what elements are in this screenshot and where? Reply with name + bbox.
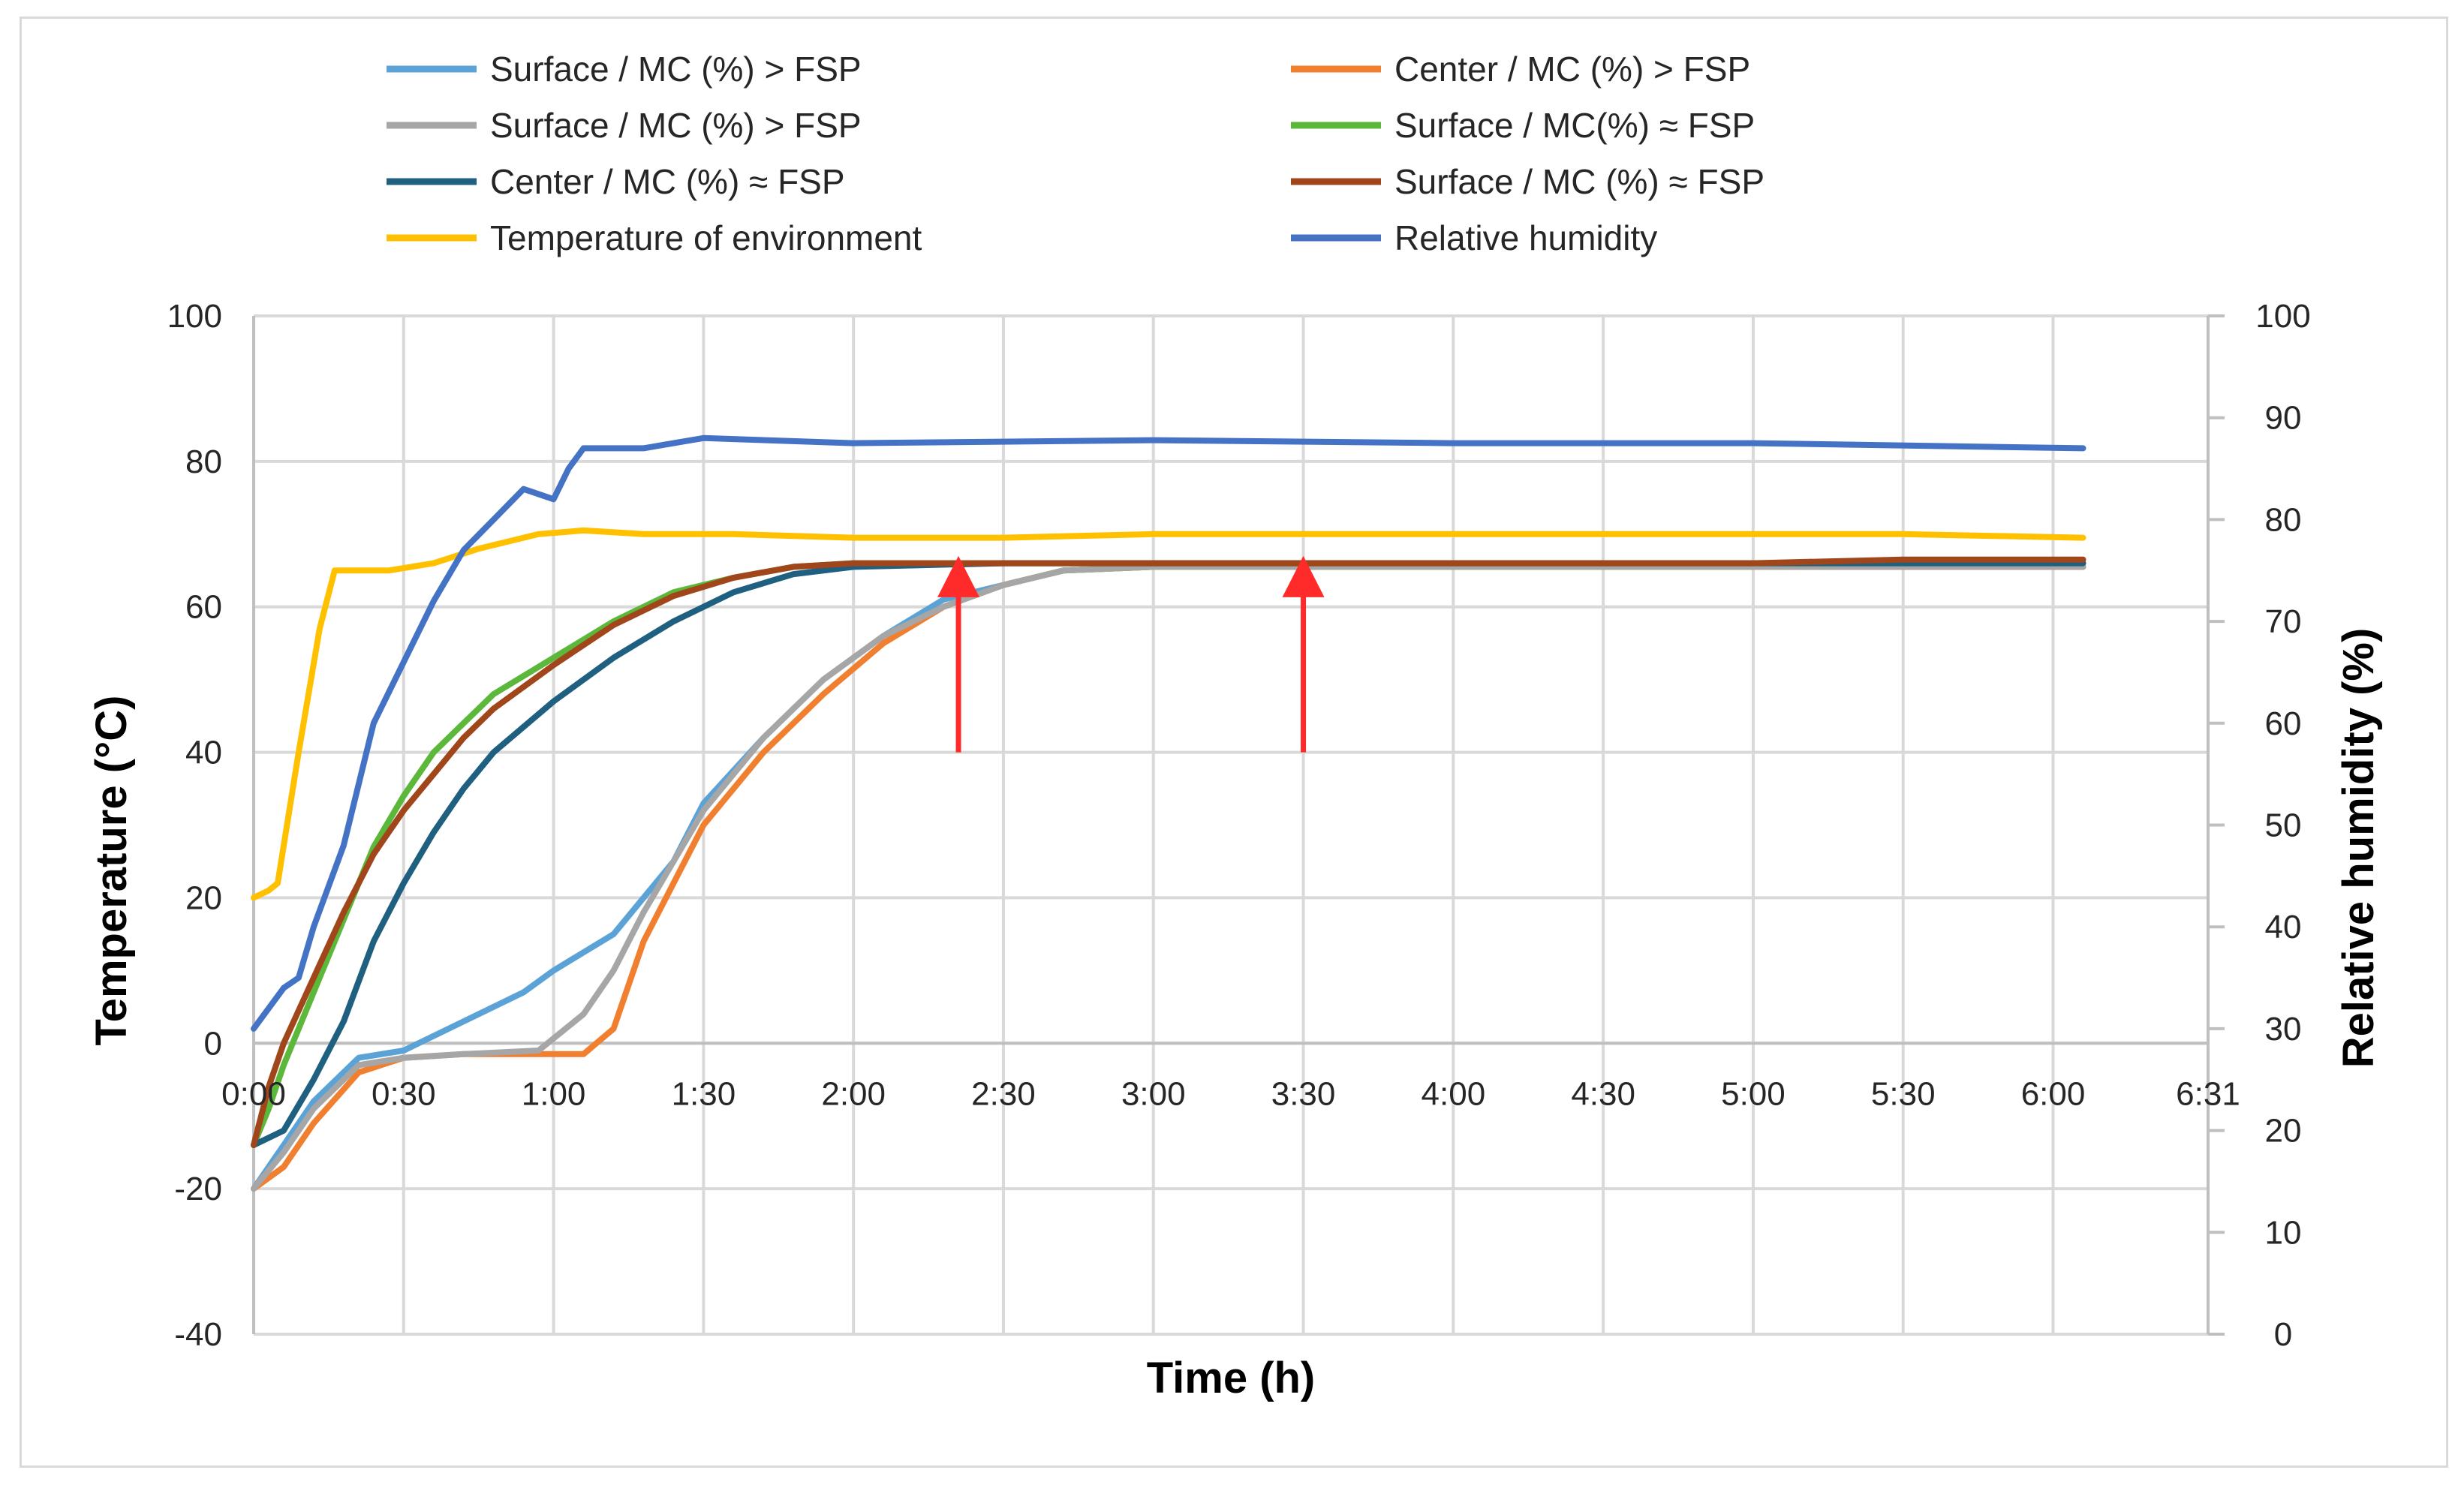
y2-tick-label: 100: [2255, 298, 2310, 335]
legend-label: Relative humidity: [1394, 218, 1657, 257]
axes: [252, 314, 2225, 1336]
legend: Surface / MC (%) > FSP Center / MC (%) > …: [387, 50, 1765, 257]
legend-label: Surface / MC(%) ≈ FSP: [1394, 106, 1755, 145]
series-line-5: [251, 560, 2086, 1148]
y-tick-label: 100: [167, 298, 222, 335]
y2-tick-label: 10: [2265, 1214, 2302, 1251]
x-tick-label: 3:30: [1271, 1075, 1336, 1112]
x-tick-label: 6:00: [2021, 1075, 2086, 1112]
x-tick-label: 0:30: [372, 1075, 436, 1112]
x-tick-label: 6:31: [2176, 1075, 2240, 1112]
grid: [252, 314, 2210, 1336]
x-tick-label: 4:30: [1571, 1075, 1635, 1112]
y2-tick-label: 30: [2265, 1011, 2302, 1048]
x-tick-label: 1:00: [522, 1075, 586, 1112]
y-tick-label: -40: [174, 1316, 222, 1353]
x-tick-label: 3:00: [1121, 1075, 1186, 1112]
legend-label: Surface / MC (%) > FSP: [490, 106, 862, 145]
x-axis-title: Time (h): [1147, 1354, 1316, 1402]
y-tick-label: 60: [185, 589, 222, 626]
annotation-arrow-head: [937, 555, 980, 597]
annotation-layer: [937, 555, 1325, 753]
legend-label: Center / MC (%) > FSP: [1394, 50, 1750, 89]
y2-tick-label: 50: [2265, 807, 2302, 844]
y2-tick-label: 90: [2265, 400, 2302, 437]
series-line-4: [251, 560, 2086, 1148]
y2-tick-label: 40: [2265, 909, 2302, 945]
x-tick-label: 0:00: [221, 1075, 286, 1112]
series-layer: [251, 434, 2086, 1192]
series-line-3: [251, 564, 2086, 1192]
x-tick-label: 1:30: [672, 1075, 736, 1112]
series-line-8: [251, 434, 2086, 1032]
y2-tick-label: 70: [2265, 603, 2302, 640]
series-line-7: [251, 527, 2086, 901]
annotation-arrow-head: [1282, 555, 1325, 597]
x-tick-label: 5:00: [1721, 1075, 1786, 1112]
y-tick-label: 20: [185, 879, 222, 916]
y2-tick-label: 60: [2265, 705, 2302, 742]
y-tick-label: 0: [204, 1025, 222, 1062]
series-line-6: [251, 556, 2086, 1148]
y2-tick-label: 80: [2265, 501, 2302, 538]
y-tick-label: 40: [185, 735, 222, 771]
legend-label: Temperature of environment: [490, 218, 922, 257]
y2-tick-label: 0: [2274, 1316, 2292, 1353]
y2-axis-title: Relative humidity (%): [2334, 628, 2383, 1069]
x-tick-label: 5:30: [1871, 1075, 1936, 1112]
x-tick-label: 2:00: [821, 1075, 886, 1112]
legend-label: Surface / MC (%) ≈ FSP: [1394, 162, 1765, 201]
y2-tick-label: 20: [2265, 1113, 2302, 1150]
y-axis-title: Temperature (°C): [87, 696, 136, 1046]
legend-label: Surface / MC (%) > FSP: [490, 50, 862, 89]
x-tick-label: 2:30: [971, 1075, 1036, 1112]
x-tick-label: 4:00: [1422, 1075, 1486, 1112]
chart-frame: [20, 17, 2448, 1468]
legend-label: Center / MC (%) ≈ FSP: [490, 162, 845, 201]
y-tick-label: 80: [185, 443, 222, 480]
y-tick-label: -20: [174, 1171, 222, 1207]
